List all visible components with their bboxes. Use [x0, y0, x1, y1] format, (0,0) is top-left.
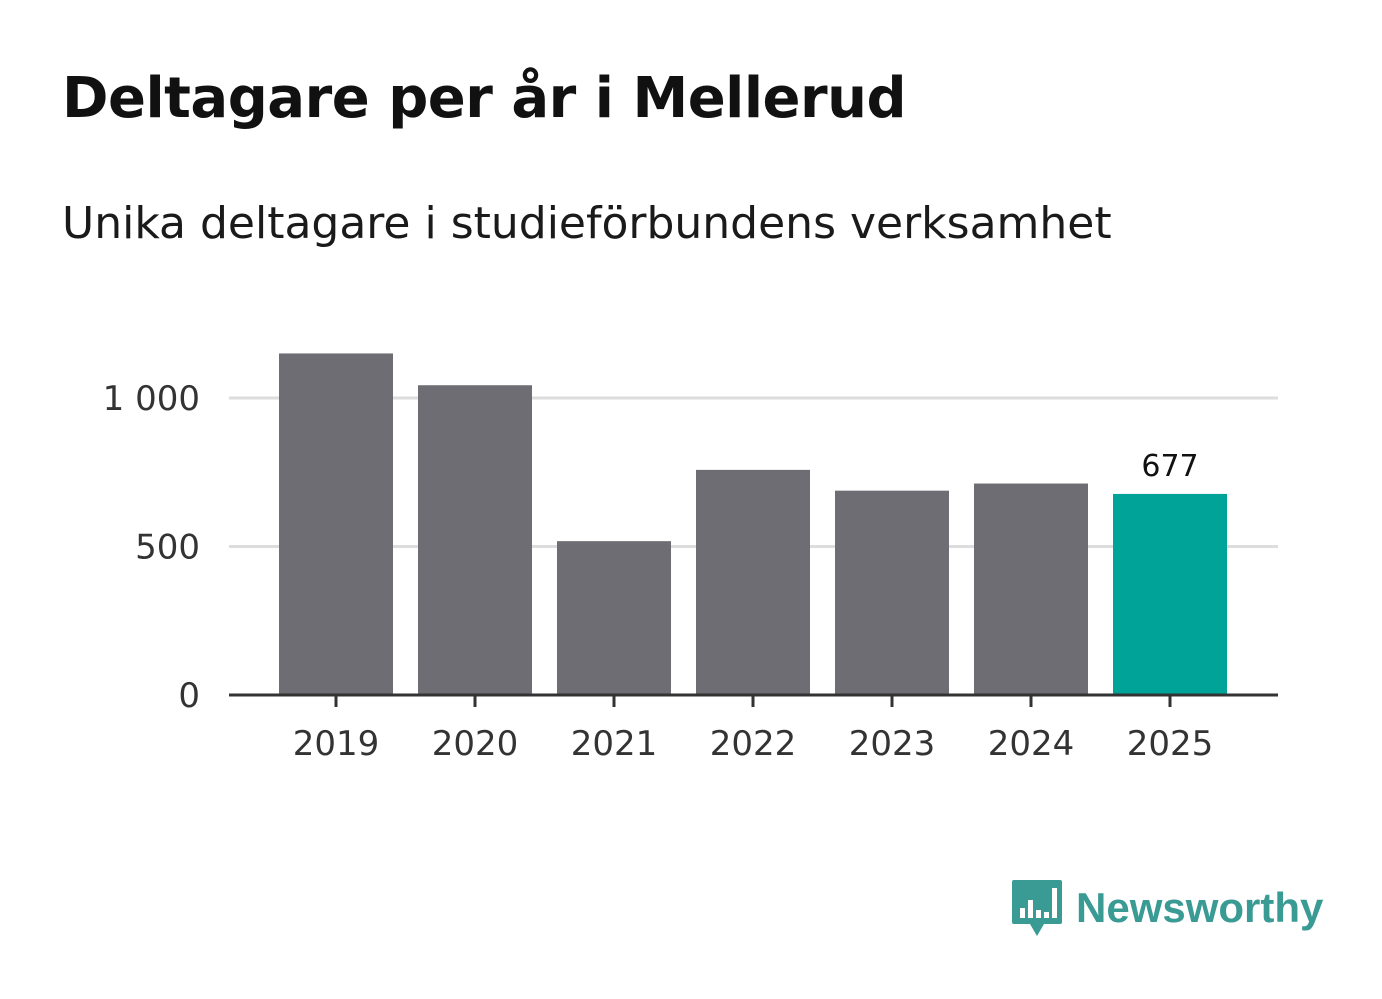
x-tick-label: 2020: [432, 724, 519, 764]
chart-subtitle: Unika deltagare i studieförbundens verks…: [62, 198, 1112, 249]
bar-2021: [557, 541, 671, 695]
data-label: 677: [1141, 449, 1198, 484]
chart-title: Deltagare per år i Mellerud: [62, 66, 907, 131]
newsworthy-logo-icon: [1012, 880, 1062, 936]
bar-2025: [1113, 493, 1227, 695]
x-tick-label: 2022: [710, 724, 797, 764]
x-tick-label: 2024: [988, 724, 1075, 764]
y-tick-label: 500: [135, 528, 200, 568]
x-tick-label: 2025: [1127, 724, 1214, 764]
y-tick-label: 1 000: [103, 379, 200, 419]
bar-2019: [279, 353, 393, 695]
x-tick-label: 2023: [849, 724, 936, 764]
x-tick-label: 2019: [293, 724, 380, 764]
brand-name: Newsworthy: [1076, 884, 1324, 931]
x-tick-label: 2021: [571, 724, 658, 764]
bar-2024: [974, 483, 1088, 695]
newsworthy-brand: Newsworthy: [1010, 878, 1323, 938]
bar-2020: [418, 385, 532, 695]
bar-2022: [696, 469, 810, 695]
y-tick-label: 0: [178, 676, 200, 716]
bar-2023: [835, 490, 949, 695]
